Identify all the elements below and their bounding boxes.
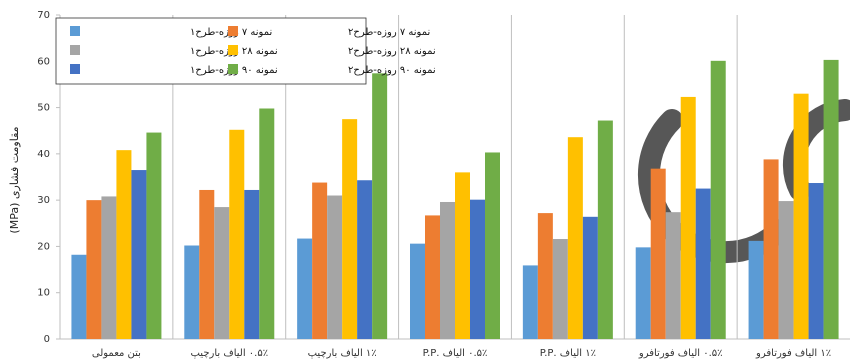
bar	[297, 238, 313, 339]
bar	[116, 150, 132, 339]
legend-swatch	[228, 64, 238, 74]
y-tick-label: 50	[37, 103, 50, 114]
bar	[184, 245, 200, 339]
bar	[312, 182, 328, 339]
y-tick-label: 30	[37, 195, 50, 206]
legend-label: نمونه ۹۰ روزه-طرح۲	[348, 65, 436, 76]
bar	[537, 213, 553, 339]
bar	[470, 199, 485, 339]
x-category-label: ۰.۵٪ الیاف بارچیپ	[190, 348, 268, 359]
bar	[101, 196, 117, 339]
bar	[131, 170, 147, 339]
legend-swatch	[70, 45, 80, 55]
bar	[695, 188, 711, 339]
legend-swatch	[228, 26, 238, 36]
legend-box	[55, 17, 367, 85]
legend-swatch	[70, 26, 80, 36]
x-category-label: ۰.۵٪ الیاف فورتافرو	[638, 348, 723, 359]
bar	[259, 108, 275, 339]
bar	[808, 183, 824, 339]
x-axis-labels: بتن معمولی ۰.۵٪ الیاف بارچیپ ۱٪ الیاف بارچ…	[92, 348, 831, 359]
bar	[650, 168, 666, 339]
bar	[229, 129, 245, 339]
bar	[342, 119, 358, 340]
legend-label: نمونه ۲۸ روزه-طرح۲	[348, 46, 436, 57]
legend-label: نمونه ۷ روزه-طرح۲	[348, 27, 430, 38]
x-category-label: ۱٪ الیاف بارچیپ	[308, 348, 377, 359]
bar	[665, 212, 681, 339]
bar	[327, 195, 343, 339]
bar	[485, 152, 500, 339]
bar	[582, 216, 598, 339]
y-tick-label: 20	[37, 241, 50, 252]
bar	[710, 60, 726, 340]
bar	[635, 247, 651, 339]
bar	[793, 93, 809, 339]
bar	[680, 96, 696, 339]
legend-swatch	[70, 64, 80, 74]
bar	[86, 200, 102, 339]
y-tick-label: 40	[37, 149, 50, 160]
bar	[778, 201, 794, 339]
x-category-label: بتن معمولی	[92, 348, 141, 359]
watermark-corner	[742, 0, 850, 18]
bar	[199, 189, 215, 339]
y-tick-label: 70	[37, 10, 50, 21]
bar	[748, 240, 764, 339]
bar	[567, 137, 583, 339]
bar	[71, 254, 87, 339]
bar	[357, 180, 373, 339]
y-tick-label: 60	[37, 56, 50, 67]
bar	[146, 132, 162, 339]
x-category-label: ۱٪ الیاف .P.P	[540, 348, 596, 359]
y-tick-label: 10	[37, 288, 50, 299]
bar	[440, 201, 455, 339]
bar	[597, 120, 613, 339]
bar	[372, 73, 388, 339]
x-category-label: ۰.۵٪ الیاف .P.P	[423, 348, 488, 359]
y-axis-label: مقاومت فشاری (MPa)	[8, 126, 21, 233]
bar	[455, 172, 470, 339]
bar	[763, 159, 779, 339]
bar	[410, 243, 425, 339]
bars	[71, 59, 839, 340]
bar	[214, 207, 230, 339]
bar	[552, 239, 568, 339]
bar	[522, 265, 538, 339]
legend-swatch	[228, 45, 238, 55]
legend: نمونه ۷ روزه-طرح۱ نمونه ۷ روزه-طرح۲نمونه …	[55, 17, 436, 85]
bar	[244, 189, 260, 339]
bar	[425, 215, 440, 339]
y-tick-label: 0	[44, 334, 50, 345]
bar	[823, 59, 839, 339]
x-category-label: ۱٪ الیاف فورتافرو	[755, 348, 831, 359]
